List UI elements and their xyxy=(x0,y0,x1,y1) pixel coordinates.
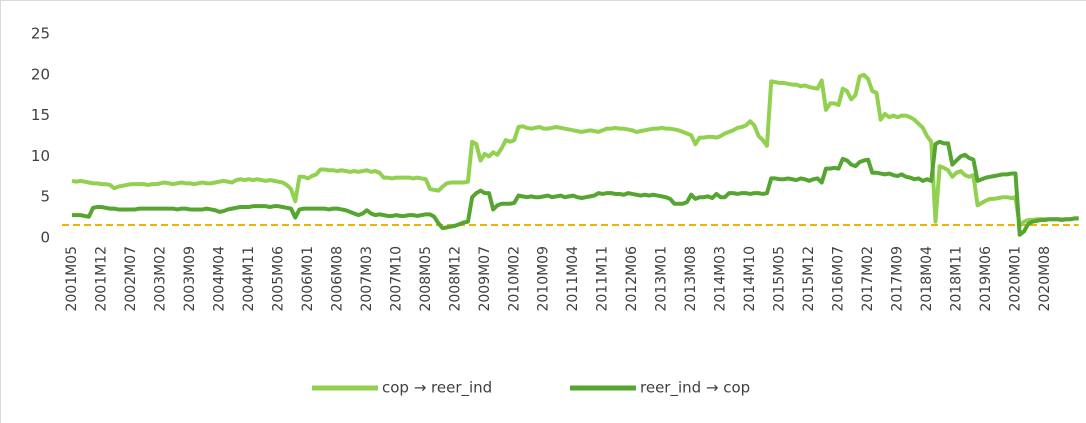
y-tick-label: 15 xyxy=(31,106,50,124)
x-tick-label: 2020M08 xyxy=(1037,246,1053,312)
x-tick-label: 2011M11 xyxy=(595,246,611,312)
x-tick-label: 2010M02 xyxy=(506,246,522,312)
x-tick-label: 2016M07 xyxy=(831,246,847,312)
x-tick-label: 2020M01 xyxy=(1007,246,1023,312)
x-tick-label: 2002M07 xyxy=(123,246,139,312)
x-tick-label: 2017M09 xyxy=(890,246,906,312)
x-tick-label: 2003M02 xyxy=(152,246,168,312)
x-tick-label: 2005M06 xyxy=(270,246,286,312)
x-tick-label: 2008M05 xyxy=(418,246,434,312)
y-tick-label: 10 xyxy=(31,147,50,165)
y-tick-label: 0 xyxy=(40,229,50,247)
x-tick-label: 2011M04 xyxy=(565,246,581,312)
x-tick-label: 2007M03 xyxy=(359,246,375,312)
x-tick-label: 2006M08 xyxy=(329,246,345,312)
x-tick-label: 2015M05 xyxy=(772,246,788,312)
legend-label: reer_ind → cop xyxy=(640,379,750,398)
x-tick-label: 2014M10 xyxy=(742,246,758,312)
x-tick-label: 2001M05 xyxy=(64,246,80,312)
x-tick-label: 2006M01 xyxy=(300,246,316,312)
x-tick-label: 2003M09 xyxy=(182,246,198,312)
series-line xyxy=(71,72,1079,228)
x-tick-label: 2009M07 xyxy=(477,246,493,312)
series-line xyxy=(72,139,1079,237)
x-tick-label: 2014M03 xyxy=(713,246,729,312)
x-tick-label: 2017M02 xyxy=(860,246,876,312)
x-tick-label: 2007M10 xyxy=(388,246,404,312)
y-tick-label: 5 xyxy=(40,188,50,206)
x-tick-label: 2010M09 xyxy=(536,246,552,312)
y-tick-label: 20 xyxy=(31,65,50,83)
legend-label: cop → reer_ind xyxy=(382,379,492,398)
x-tick-label: 2018M11 xyxy=(949,246,965,312)
x-tick-label: 2018M04 xyxy=(919,246,935,312)
x-tick-label: 2001M12 xyxy=(93,246,109,312)
x-tick-label: 2019M06 xyxy=(978,246,994,312)
x-tick-label: 2015M12 xyxy=(801,246,817,312)
x-tick-label: 2004M11 xyxy=(241,246,257,312)
x-tick-label: 2012M06 xyxy=(624,246,640,312)
x-tick-label: 2008M12 xyxy=(447,246,463,312)
y-tick-label: 25 xyxy=(31,25,50,43)
x-tick-label: 2004M04 xyxy=(211,246,227,312)
x-tick-label: 2013M01 xyxy=(654,246,670,312)
x-tick-label: 2013M08 xyxy=(683,246,699,312)
